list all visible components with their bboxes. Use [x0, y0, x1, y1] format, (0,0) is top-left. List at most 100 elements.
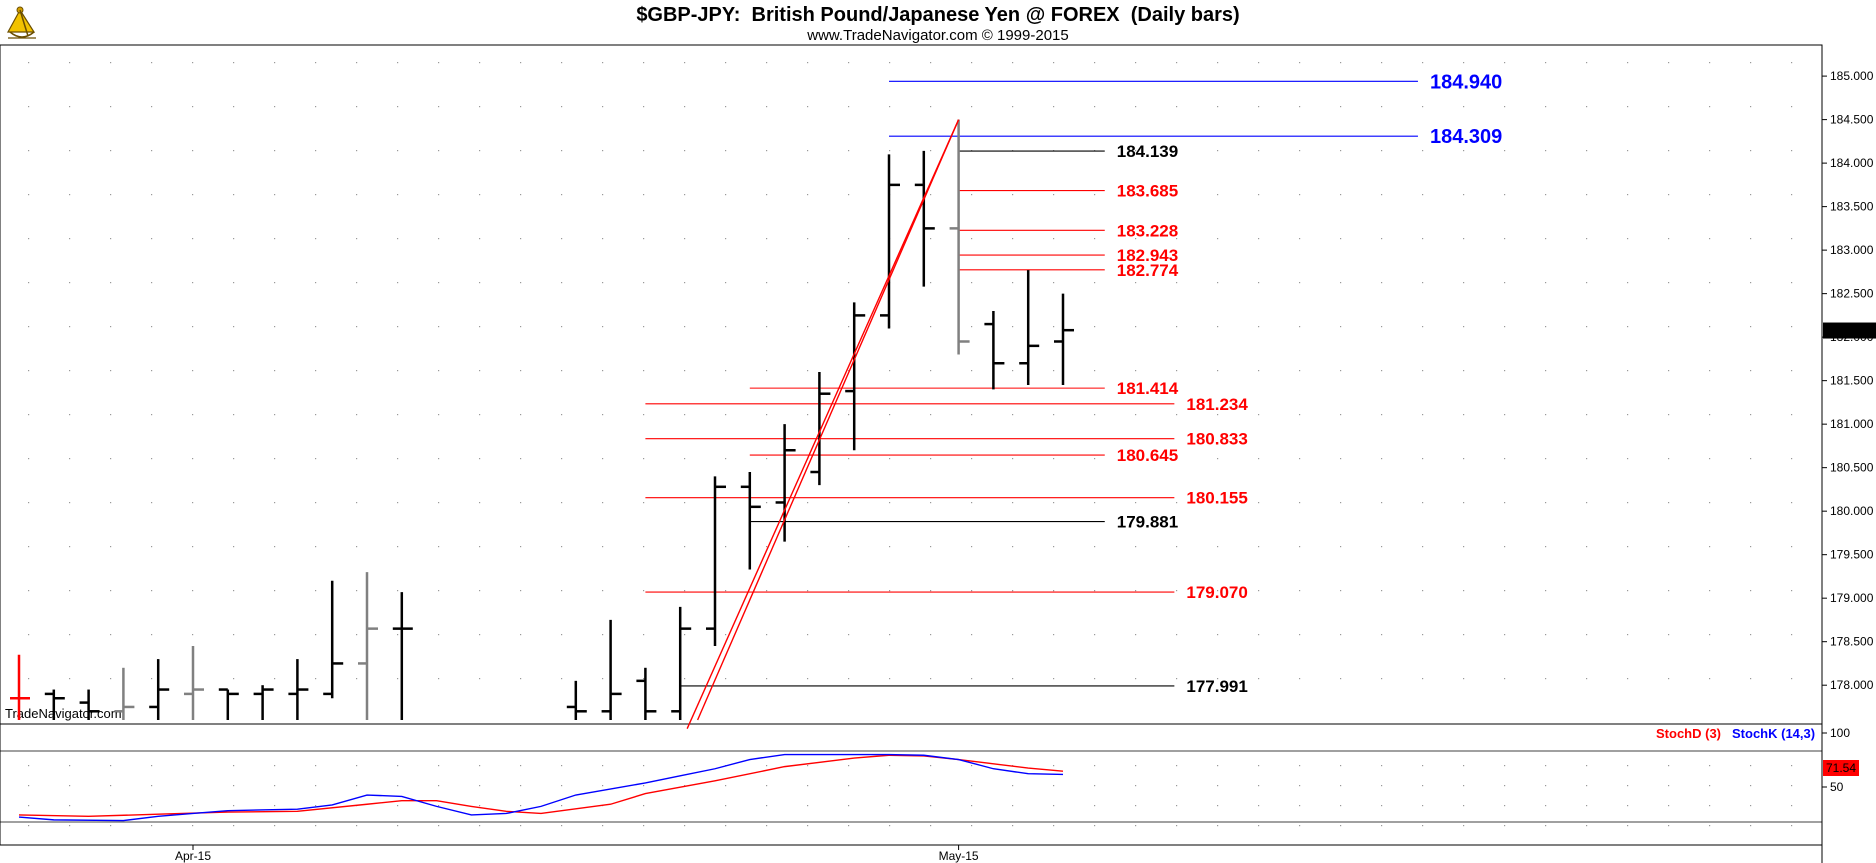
stochastic-axis: 100 50 71.54 [1822, 726, 1859, 794]
grid-dot [356, 546, 358, 548]
grid-dot [1709, 590, 1711, 592]
ohlc-bar [392, 592, 413, 720]
grid-dot [1094, 546, 1096, 548]
grid-dot [1586, 825, 1588, 827]
grid-dot [930, 62, 932, 64]
grid-dot [1627, 62, 1629, 64]
grid-dot [69, 414, 71, 416]
grid-dot [28, 785, 30, 787]
grid-dot [889, 634, 891, 636]
grid-dot [602, 678, 604, 680]
grid-dot [397, 458, 399, 460]
grid-dot [1463, 238, 1465, 240]
price-axis: 178.000 178.500 179.000 179.500 180.000 180.5… [1822, 69, 1874, 692]
grid-dot [561, 326, 563, 328]
sextant-logo-icon [6, 6, 36, 39]
grid-dot [1299, 502, 1301, 504]
grid-dot [766, 62, 768, 64]
grid-dot [1258, 194, 1260, 196]
grid-dot [971, 546, 973, 548]
grid-dot [1094, 590, 1096, 592]
grid-dot [643, 805, 645, 807]
grid-dot [684, 825, 686, 827]
grid-dot [1463, 805, 1465, 807]
grid-dot [1217, 805, 1219, 807]
grid-dot [1504, 326, 1506, 328]
grid-dot [438, 62, 440, 64]
grid-dot [1422, 326, 1424, 328]
grid-dot [766, 238, 768, 240]
grid-dot [479, 106, 481, 108]
grid-dot [1750, 546, 1752, 548]
price-tick-label: 182.500 [1830, 287, 1874, 301]
grid-dot [1627, 326, 1629, 328]
grid-dot [397, 238, 399, 240]
grid-dot [1094, 765, 1096, 767]
grid-dot [930, 825, 932, 827]
grid-dot [1381, 370, 1383, 372]
grid-dot [1340, 678, 1342, 680]
grid-dot [643, 326, 645, 328]
grid-dot [1012, 458, 1014, 460]
level-label: 180.155 [1186, 489, 1247, 508]
grid-dot [1750, 62, 1752, 64]
grid-dot [1053, 458, 1055, 460]
grid-dot [1217, 282, 1219, 284]
grid-dot [1627, 106, 1629, 108]
grid-dot [69, 805, 71, 807]
grid-dot [274, 502, 276, 504]
grid-dot [1709, 825, 1711, 827]
grid-dot [1176, 825, 1178, 827]
grid-dot [1791, 458, 1793, 460]
grid-dot [1586, 194, 1588, 196]
grid-dot [930, 678, 932, 680]
grid-dot [1217, 765, 1219, 767]
grid-dot [1545, 546, 1547, 548]
grid-dot [1791, 765, 1793, 767]
grid-dot [1217, 678, 1219, 680]
stoch-line [18, 753, 1064, 822]
grid-dot [69, 282, 71, 284]
grid-dot [971, 825, 973, 827]
grid-dot [110, 678, 112, 680]
grid-dot [889, 502, 891, 504]
grid-dot [684, 546, 686, 548]
grid-dot [438, 458, 440, 460]
ohlc-bar [184, 646, 204, 720]
grid-dot [684, 502, 686, 504]
grid-dot [1791, 825, 1793, 827]
grid-dot [1135, 458, 1137, 460]
grid-dot [1545, 634, 1547, 636]
grid-dot [1381, 765, 1383, 767]
grid-dot [1463, 825, 1465, 827]
grid-dot [848, 238, 850, 240]
grid-dot [930, 590, 932, 592]
grid-dot [1668, 326, 1670, 328]
trendline [686, 119, 960, 729]
grid-dot [1340, 805, 1342, 807]
grid-dot [356, 370, 358, 372]
grid-dot [684, 414, 686, 416]
grid-dot [1545, 194, 1547, 196]
grid-dot [602, 502, 604, 504]
grid-dot [397, 150, 399, 152]
grid-dot [520, 805, 522, 807]
grid-dot [151, 590, 153, 592]
grid-dot [889, 825, 891, 827]
grid-dot [233, 678, 235, 680]
trendlines [686, 119, 960, 729]
grid-dot [274, 765, 276, 767]
grid-dot [807, 62, 809, 64]
grid-dot [1381, 502, 1383, 504]
grid-dot [233, 805, 235, 807]
grid-dot [192, 502, 194, 504]
grid-dot [1586, 414, 1588, 416]
grid-dot [561, 590, 563, 592]
grid-dot [1299, 370, 1301, 372]
grid-dot [1545, 106, 1547, 108]
grid-dot [1586, 590, 1588, 592]
grid-dot [1504, 238, 1506, 240]
grid-dot [28, 678, 30, 680]
grid-dot [807, 805, 809, 807]
